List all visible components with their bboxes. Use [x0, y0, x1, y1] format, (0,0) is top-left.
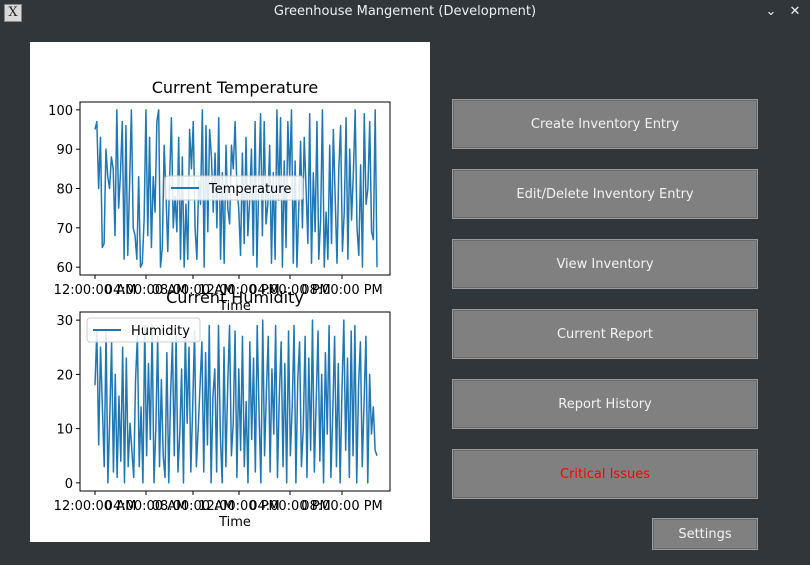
- series-line-temperature: [94, 109, 378, 268]
- current-report-button[interactable]: Current Report: [452, 309, 758, 359]
- y-tick-label: 90: [56, 143, 73, 158]
- app-icon: X: [4, 4, 22, 22]
- x-tick-label: 08:00:00 PM: [301, 499, 383, 514]
- legend-box: [86, 317, 201, 343]
- x-tick-label: 08:00:00 AM: [152, 283, 235, 298]
- view-inventory-button[interactable]: View Inventory: [452, 239, 758, 289]
- x-tick-label: 12:00:00 PM: [198, 499, 280, 514]
- x-tick-label: 08:00:00 PM: [301, 283, 383, 298]
- chart-title: Current Temperature: [152, 78, 319, 97]
- y-tick-label: 60: [56, 261, 73, 276]
- create-inventory-button[interactable]: Create Inventory Entry: [452, 99, 758, 149]
- x-tick-label: 04:00:00 PM: [249, 499, 331, 514]
- chart-title: Current Humidity: [166, 288, 304, 307]
- y-tick-label: 30: [56, 314, 73, 329]
- edit-delete-inventory-button[interactable]: Edit/Delete Inventory Entry: [452, 169, 758, 219]
- plot-area-frame: [79, 311, 391, 492]
- x-tick-label: 04:00:00 PM: [249, 283, 331, 298]
- critical-issues-button[interactable]: Critical Issues: [452, 449, 758, 499]
- x-tick-label: 12:00:00 PM: [198, 283, 280, 298]
- y-tick-label: 100: [48, 104, 73, 119]
- legend-label: Humidity: [131, 324, 190, 339]
- x-tick-label: 12:00:00 AM: [54, 283, 137, 298]
- title-bar: X Greenhouse Mangement (Development) ⌄ ✕: [0, 0, 810, 25]
- report-history-button[interactable]: Report History: [452, 379, 758, 429]
- y-tick-label: 0: [65, 477, 73, 492]
- legend-label: Temperature: [208, 182, 291, 197]
- settings-button[interactable]: Settings: [652, 518, 758, 550]
- x-tick-label: 12:00:00 AM: [54, 499, 137, 514]
- y-tick-label: 70: [56, 222, 73, 237]
- y-tick-label: 10: [56, 423, 73, 438]
- x-tick-label: 04:00:00 AM: [105, 499, 188, 514]
- legend-box: [164, 175, 304, 201]
- close-icon[interactable]: ✕: [789, 4, 801, 19]
- x-tick-label: 04:00:00 AM: [105, 283, 188, 298]
- x-axis-label: Time: [218, 515, 251, 530]
- window-title: Greenhouse Mangement (Development): [273, 4, 537, 19]
- plot-panel: Current Temperature 60 70 80 90 100 12:00:00 A…: [30, 42, 430, 542]
- x-axis-label: Time: [218, 299, 251, 314]
- y-tick-label: 80: [56, 183, 73, 198]
- minimize-icon[interactable]: ⌄: [765, 4, 777, 19]
- x-tick-label: 08:00:00 AM: [152, 499, 235, 514]
- series-line-humidity: [94, 319, 378, 484]
- y-tick-label: 20: [56, 368, 73, 383]
